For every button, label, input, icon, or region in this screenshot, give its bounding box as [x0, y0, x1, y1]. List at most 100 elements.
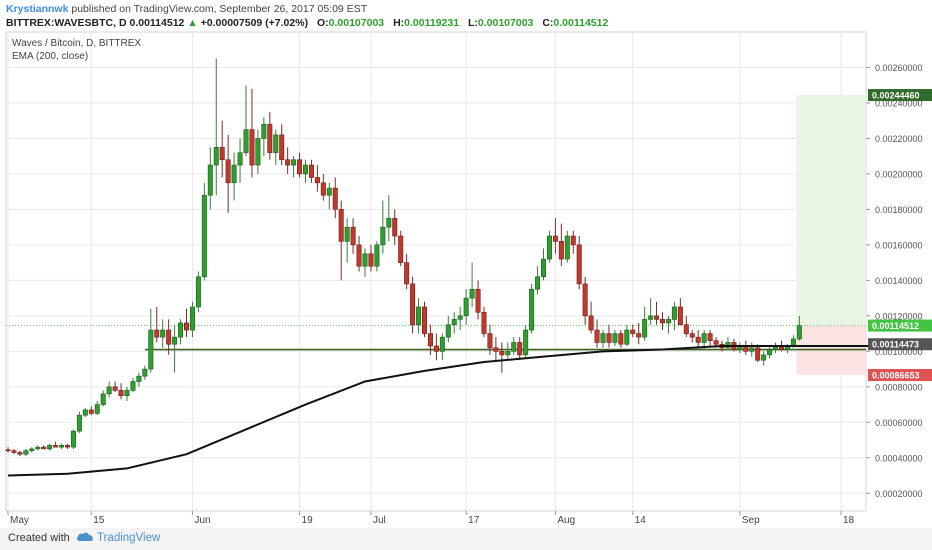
candle — [606, 324, 612, 348]
candle — [796, 315, 802, 341]
x-tick-label: Aug — [557, 515, 575, 526]
candle — [481, 306, 487, 338]
candle-body — [308, 164, 314, 178]
candle-body — [279, 134, 285, 161]
candle — [338, 200, 344, 281]
candle-body — [659, 319, 665, 324]
tradingview-logo[interactable]: TradingView — [76, 531, 160, 544]
candle-body — [17, 452, 23, 455]
profit-zone — [796, 95, 866, 326]
price-label-text: 0.00244460 — [872, 91, 920, 101]
candle — [76, 411, 82, 433]
candle-body — [790, 338, 796, 347]
candle-body — [332, 187, 338, 210]
candle-body — [112, 386, 118, 391]
candle — [362, 248, 368, 277]
candle-body — [53, 445, 59, 448]
candle-body — [356, 244, 362, 267]
y-tick-label: 0.00260000 — [875, 63, 923, 73]
candle — [451, 312, 457, 334]
candle — [23, 448, 29, 457]
close-value: 0.00114512 — [553, 17, 609, 29]
created-with-label: Created with — [8, 532, 70, 544]
candle — [600, 330, 606, 348]
candle — [344, 218, 350, 263]
candle — [130, 377, 136, 393]
candle-body — [225, 159, 231, 184]
candle — [29, 447, 35, 453]
candle — [231, 152, 237, 201]
candlesticks — [5, 58, 802, 457]
candle-body — [463, 297, 469, 317]
candle-body — [677, 306, 683, 326]
candle-body — [65, 445, 71, 448]
candle-body — [106, 386, 112, 395]
candle-body — [237, 152, 243, 166]
candle-body — [219, 147, 225, 161]
candle — [118, 383, 124, 400]
candle-body — [421, 306, 427, 334]
candle-body — [713, 340, 719, 345]
candle — [356, 236, 362, 272]
candle — [237, 138, 243, 183]
candle-body — [338, 209, 344, 242]
open-label: O: — [316, 17, 329, 29]
candle-body — [47, 445, 53, 450]
x-axis: May 15 Jun 19 Jul 17 Aug 14 Sep 18 — [7, 511, 855, 526]
candle — [469, 262, 475, 307]
candle-body — [124, 390, 130, 396]
candle — [552, 218, 558, 254]
candle-body — [320, 182, 326, 196]
candle-body — [439, 336, 445, 352]
candle — [5, 447, 11, 453]
candle — [195, 271, 201, 313]
candle — [320, 173, 326, 201]
candle — [172, 324, 178, 373]
candle-body — [469, 288, 475, 299]
y-tick-label: 0.00180000 — [875, 205, 923, 215]
candle-body — [178, 322, 184, 338]
candle — [636, 322, 642, 345]
candle — [166, 319, 172, 355]
candle-body — [648, 315, 654, 320]
candle-body — [410, 283, 416, 326]
candle — [219, 120, 225, 178]
candle — [594, 319, 600, 348]
candle — [332, 177, 338, 219]
candle — [201, 182, 207, 281]
candle-body — [445, 324, 451, 338]
candle — [184, 308, 190, 338]
candle-body — [683, 324, 689, 334]
y-tick-label: 0.00100000 — [875, 347, 923, 357]
candle-body — [166, 329, 172, 345]
legend-indicator[interactable]: EMA (200, close) — [12, 51, 88, 62]
x-tick-label: 17 — [468, 515, 480, 526]
author-link[interactable]: Krystiannwk — [6, 3, 69, 15]
candle — [564, 230, 570, 263]
candle — [273, 129, 279, 166]
candle — [368, 244, 374, 272]
candle-body — [665, 319, 671, 324]
candle-body — [612, 333, 618, 343]
candle-body — [261, 123, 267, 139]
candle — [398, 230, 404, 267]
candle — [261, 117, 267, 157]
candle-body — [416, 306, 422, 326]
candle — [761, 351, 767, 366]
candle — [326, 182, 332, 210]
candle-body — [249, 129, 255, 166]
candle — [648, 298, 654, 325]
candle — [523, 324, 529, 359]
candle-body — [23, 450, 29, 455]
candle-body — [118, 390, 124, 396]
candle — [392, 209, 398, 245]
candle — [41, 445, 47, 450]
candle — [154, 306, 160, 343]
candle — [582, 276, 588, 325]
candle — [94, 401, 100, 416]
plot-area[interactable] — [5, 31, 867, 512]
candle — [308, 159, 314, 183]
candle — [35, 445, 41, 451]
last-price: 0.00114512 — [129, 17, 185, 29]
price-chart[interactable]: May 15 Jun 19 Jul 17 Aug 14 Sep 18 0.000200000.00… — [0, 0, 932, 528]
